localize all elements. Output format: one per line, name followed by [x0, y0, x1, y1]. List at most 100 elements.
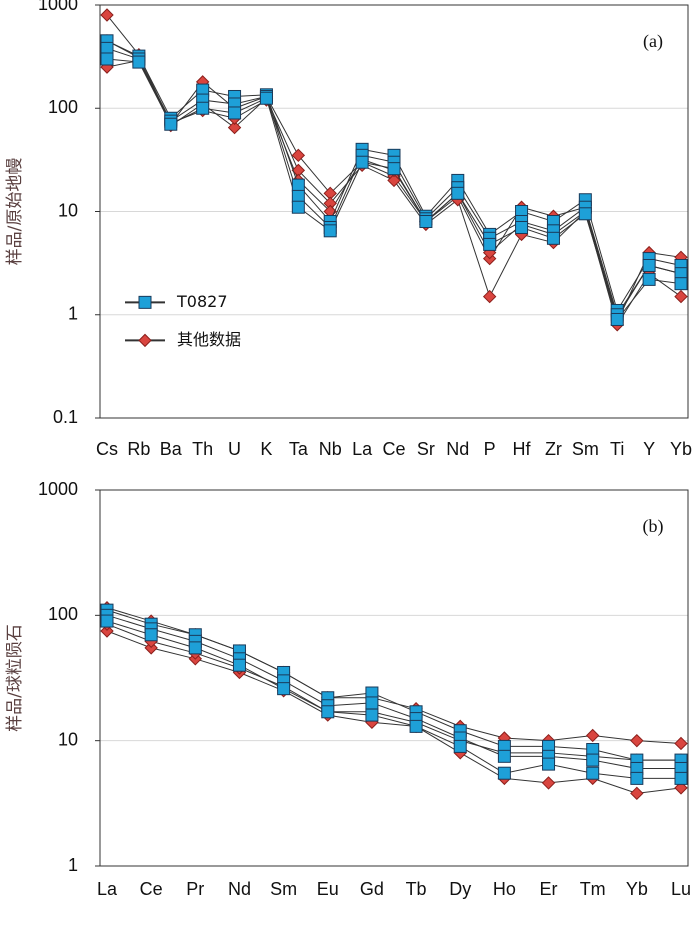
- marker: [586, 766, 600, 780]
- x-tick-label: Y: [643, 439, 655, 459]
- marker: [674, 781, 688, 795]
- marker: [586, 753, 600, 767]
- marker: [578, 207, 592, 221]
- marker: [355, 155, 369, 169]
- marker: [515, 220, 529, 234]
- marker: [541, 776, 556, 790]
- marker: [419, 215, 433, 229]
- x-tick-label: Sr: [417, 439, 435, 459]
- y-tick-label: 10: [58, 200, 78, 220]
- x-tick-label: Sm: [270, 879, 297, 899]
- x-tick-label: La: [352, 439, 373, 459]
- marker: [323, 224, 337, 238]
- marker: [630, 771, 644, 785]
- marker: [277, 682, 291, 696]
- marker: [585, 728, 600, 743]
- x-tick-label: Rb: [127, 439, 150, 459]
- x-tick-label: Cs: [96, 439, 118, 459]
- marker: [451, 186, 465, 200]
- x-tick-label: Lu: [671, 879, 691, 899]
- sample-line: [106, 607, 682, 744]
- marker: [259, 91, 273, 105]
- marker: [188, 641, 202, 655]
- marker: [642, 272, 656, 286]
- marker: [497, 749, 511, 763]
- marker: [232, 658, 246, 672]
- y-tick-label: 0.1: [53, 407, 78, 427]
- annotation: (a): [643, 31, 663, 52]
- marker: [100, 8, 114, 22]
- x-tick-label: Ti: [610, 439, 624, 459]
- marker: [674, 736, 688, 751]
- x-tick-label: Yb: [626, 879, 648, 899]
- marker: [365, 696, 379, 710]
- x-tick-label: Ce: [140, 879, 163, 899]
- marker: [164, 117, 178, 131]
- marker: [291, 148, 306, 163]
- marker: [630, 733, 644, 748]
- legend-label: 其他数据: [177, 330, 241, 349]
- sample-line: [106, 614, 681, 769]
- marker: [546, 231, 560, 245]
- y-tick-label: 100: [48, 97, 78, 117]
- marker: [365, 708, 379, 722]
- x-tick-label: Er: [540, 879, 558, 899]
- marker: [144, 628, 158, 642]
- x-tick-label: Tm: [580, 879, 606, 899]
- y-tick-label: 100: [48, 604, 78, 624]
- annotation: (b): [643, 516, 664, 537]
- x-tick-label: Ho: [493, 879, 516, 899]
- x-tick-label: Gd: [360, 879, 384, 899]
- x-tick-label: Ta: [289, 439, 309, 459]
- plot-frame: [99, 489, 689, 867]
- marker: [497, 766, 511, 780]
- legend-label: T0827: [176, 292, 228, 311]
- marker: [674, 771, 688, 785]
- marker: [630, 786, 644, 801]
- x-tick-label: Th: [192, 439, 213, 459]
- marker: [409, 719, 423, 733]
- sample-line: [106, 620, 681, 779]
- y-tick-label: 1: [68, 855, 78, 875]
- marker: [321, 705, 335, 719]
- sample-line: [106, 630, 682, 794]
- marker: [291, 200, 305, 214]
- marker: [542, 757, 556, 771]
- marker: [674, 277, 688, 291]
- y-tick-label: 1: [68, 304, 78, 324]
- marker: [482, 289, 497, 304]
- sample-line: [106, 623, 681, 761]
- x-tick-label: La: [97, 879, 118, 899]
- x-tick-label: Pr: [186, 879, 204, 899]
- y-tick-label: 10: [58, 729, 78, 749]
- legend-marker: [138, 295, 152, 309]
- x-tick-label: K: [260, 439, 272, 459]
- x-tick-label: Nb: [319, 439, 342, 459]
- marker: [483, 237, 497, 251]
- plot-frame: [99, 4, 689, 419]
- marker: [100, 624, 114, 638]
- x-tick-label: P: [484, 439, 496, 459]
- x-tick-label: Ba: [160, 439, 183, 459]
- x-tick-label: Hf: [513, 439, 532, 459]
- y-tick-label: 1000: [38, 479, 78, 499]
- marker: [674, 289, 688, 304]
- marker: [291, 189, 305, 203]
- x-tick-label: Nd: [446, 439, 469, 459]
- marker: [196, 101, 210, 115]
- x-tick-label: Sm: [572, 439, 599, 459]
- marker: [387, 173, 401, 188]
- marker: [132, 55, 146, 69]
- x-tick-label: Zr: [545, 439, 562, 459]
- x-tick-label: Ce: [382, 439, 405, 459]
- marker: [642, 258, 656, 272]
- y-tick-label: 1000: [38, 0, 78, 14]
- x-tick-label: Eu: [317, 879, 339, 899]
- x-tick-label: U: [228, 439, 241, 459]
- marker: [610, 312, 624, 326]
- x-tick-label: Dy: [449, 879, 471, 899]
- y-axis-label: 样品/原始地幔: [5, 158, 25, 266]
- x-tick-label: Tb: [406, 879, 427, 899]
- marker: [291, 178, 305, 192]
